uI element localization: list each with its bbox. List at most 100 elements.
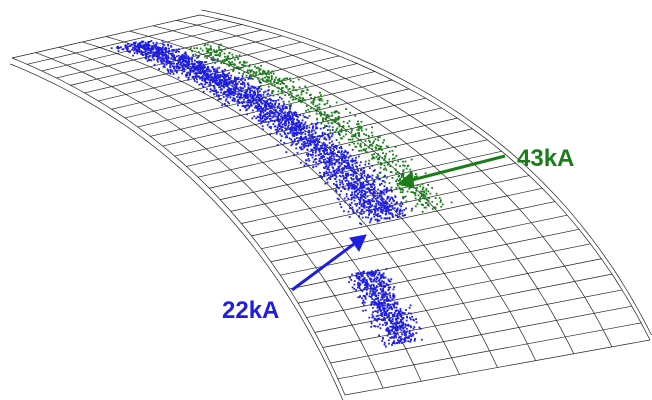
particle (166, 54, 168, 56)
particle (323, 147, 325, 149)
particle (368, 135, 370, 137)
particle (299, 86, 301, 88)
particle (242, 105, 244, 107)
particle (302, 119, 304, 121)
particle (286, 78, 288, 80)
particle (381, 286, 383, 288)
particle (396, 323, 398, 325)
particle (321, 145, 323, 147)
particle (267, 70, 269, 72)
particle (283, 103, 285, 105)
particle (370, 288, 372, 290)
particle (335, 175, 337, 177)
particle (385, 329, 387, 331)
particle (220, 89, 222, 91)
particle (392, 323, 394, 325)
particle (356, 187, 358, 189)
particle (312, 139, 314, 141)
particle (346, 193, 348, 195)
particle (149, 41, 151, 43)
particle (218, 48, 220, 50)
particle (158, 68, 160, 70)
particle (253, 86, 255, 88)
particle (369, 199, 371, 201)
particle (270, 80, 272, 82)
particle (275, 109, 277, 111)
particle (386, 192, 388, 194)
particle (309, 111, 311, 113)
particle (339, 194, 341, 196)
particle (258, 70, 260, 72)
particle (311, 123, 313, 125)
particle (401, 317, 403, 319)
particle (230, 58, 232, 60)
particle (270, 99, 272, 101)
particle (378, 159, 380, 161)
particle (386, 209, 388, 211)
particle (403, 173, 405, 175)
particle (273, 113, 275, 115)
particle (350, 160, 352, 162)
particle (361, 184, 363, 186)
particle (380, 217, 382, 219)
particle (383, 281, 385, 283)
particle (416, 175, 418, 177)
particle (242, 81, 244, 83)
particle (364, 277, 366, 279)
particle (210, 74, 212, 76)
particle (276, 116, 278, 118)
particle (422, 188, 424, 190)
particle (277, 94, 279, 96)
particle (334, 121, 336, 123)
particle (225, 60, 227, 62)
particle (368, 181, 370, 183)
particle (162, 56, 164, 58)
particle (237, 104, 239, 106)
particle (288, 128, 290, 130)
particle (284, 118, 286, 120)
particle (227, 101, 229, 103)
particle (396, 209, 398, 211)
particle (388, 162, 390, 164)
particle (331, 164, 333, 166)
particle (308, 158, 310, 160)
particle (253, 73, 255, 75)
particle (400, 308, 402, 310)
particle (278, 87, 280, 89)
particle (326, 117, 328, 119)
particle (244, 62, 246, 64)
particle (395, 211, 397, 213)
particle (439, 197, 441, 199)
particle (225, 83, 227, 85)
particle (259, 116, 261, 118)
particle (178, 48, 180, 50)
particle (275, 119, 277, 121)
particle (222, 71, 224, 73)
particle (341, 180, 343, 182)
particle (194, 47, 196, 49)
mesh-line (12, 15, 200, 58)
particle (349, 207, 351, 209)
particle (194, 60, 196, 62)
particle (209, 71, 211, 73)
particle (363, 167, 365, 169)
particle (358, 123, 360, 125)
particle (371, 218, 373, 220)
particle (258, 68, 260, 70)
particle (307, 117, 309, 119)
particle (252, 110, 254, 112)
particle (374, 191, 376, 193)
particle (184, 70, 186, 72)
particle (359, 165, 361, 167)
particle (254, 107, 256, 109)
particle (176, 56, 178, 58)
particle (236, 66, 238, 68)
particle (364, 302, 366, 304)
particle (440, 199, 442, 201)
particle (292, 89, 294, 91)
particle (282, 106, 284, 108)
particle (370, 176, 372, 178)
particle (382, 298, 384, 300)
particle (213, 85, 215, 87)
particle (400, 209, 402, 211)
